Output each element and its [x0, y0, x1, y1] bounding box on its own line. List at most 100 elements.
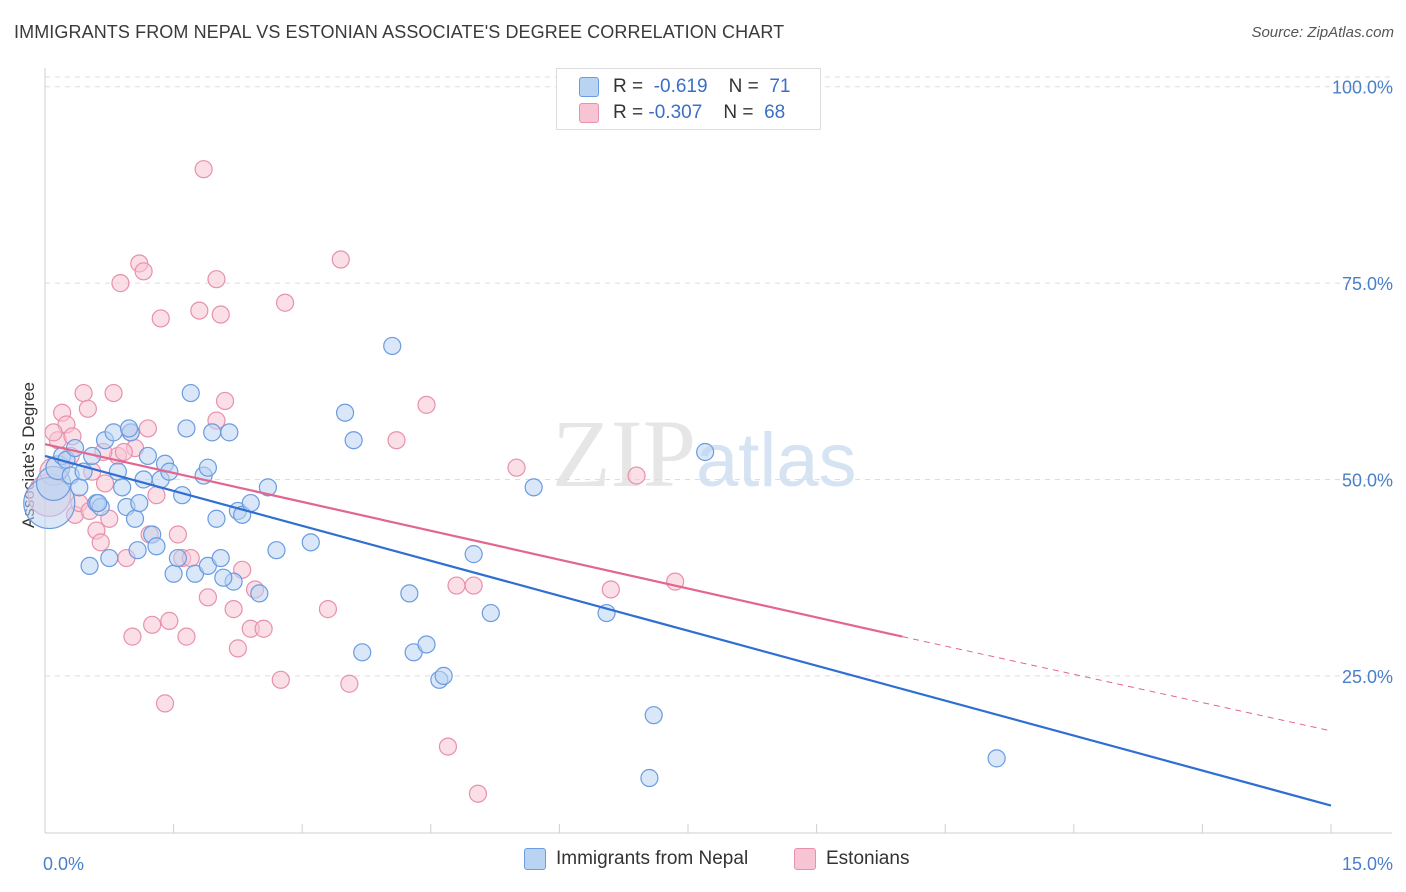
- data-point-nepal: [104, 423, 123, 442]
- legend-swatch-estonians: [794, 848, 816, 870]
- data-point-estonian: [387, 431, 406, 450]
- data-point-nepal: [65, 438, 85, 458]
- data-point-estonian: [143, 615, 162, 634]
- data-point-nepal: [400, 584, 419, 603]
- data-point-nepal: [250, 584, 269, 603]
- r-label: R =: [613, 102, 644, 123]
- data-point-nepal: [258, 478, 278, 497]
- data-point-nepal: [353, 643, 372, 662]
- data-point-estonian: [123, 627, 142, 646]
- data-point-estonian: [78, 399, 97, 418]
- data-point-estonian: [464, 576, 483, 595]
- legend-row-estonians: R = -0.307 N = 68: [579, 100, 785, 126]
- data-point-estonian: [627, 466, 646, 485]
- x-tick-label: 0.0%: [43, 854, 84, 874]
- chart-title: IMMIGRANTS FROM NEPAL VS ESTONIAN ASSOCI…: [14, 22, 785, 42]
- y-tick-label: 25.0%: [1342, 667, 1393, 687]
- data-point-nepal: [696, 442, 715, 462]
- r-label: R =: [613, 76, 644, 97]
- data-point-nepal: [100, 548, 119, 568]
- data-point-estonian: [198, 588, 217, 607]
- watermark: ZIPatlas: [552, 398, 857, 509]
- watermark-zip: ZIP: [552, 400, 696, 507]
- correlation-legend: R = -0.619 N = 71 R = -0.307 N = 68: [556, 68, 821, 130]
- n-value: 71: [769, 76, 791, 97]
- data-point-nepal: [220, 423, 239, 442]
- data-point-estonian: [177, 627, 196, 646]
- r-value: -0.307: [648, 102, 703, 123]
- data-point-nepal: [344, 431, 363, 450]
- trend-line-extension-estonian: [902, 636, 1332, 732]
- source-label: Source: ZipAtlas.com: [1251, 24, 1394, 41]
- data-point-estonian: [111, 274, 130, 293]
- data-point-nepal: [481, 603, 500, 623]
- data-point-estonian: [254, 619, 273, 638]
- data-point-nepal: [89, 493, 108, 513]
- data-point-estonian: [160, 611, 179, 630]
- r-value: -0.619: [653, 76, 708, 97]
- data-point-nepal: [177, 419, 196, 438]
- data-point-nepal: [130, 493, 149, 513]
- data-point-nepal: [119, 419, 139, 438]
- data-point-nepal: [80, 556, 99, 576]
- data-point-estonian: [215, 391, 235, 411]
- data-point-estonian: [601, 580, 620, 599]
- data-point-nepal: [417, 635, 436, 654]
- trend-line-nepal: [44, 454, 1332, 807]
- data-point-nepal: [241, 493, 260, 513]
- y-tick-label: 50.0%: [1342, 470, 1393, 490]
- data-point-nepal: [640, 768, 659, 788]
- data-point-estonian: [507, 458, 526, 477]
- legend-row-nepal: R = -0.619 N = 71: [579, 74, 790, 100]
- data-point-estonian: [228, 639, 247, 658]
- data-point-nepal: [138, 446, 157, 466]
- data-point-estonian: [95, 474, 115, 493]
- data-point-nepal: [987, 749, 1006, 768]
- data-point-nepal: [524, 478, 543, 497]
- data-point-nepal: [125, 509, 145, 528]
- data-point-estonian: [74, 383, 93, 403]
- data-point-nepal: [128, 541, 147, 560]
- data-point-nepal: [211, 548, 230, 568]
- n-value: 68: [764, 102, 786, 123]
- data-point-nepal: [301, 533, 320, 552]
- series-legend: Immigrants from Nepal Estonians: [0, 848, 1406, 880]
- data-point-estonian: [147, 486, 166, 505]
- data-point-estonian: [44, 423, 63, 442]
- data-point-estonian: [211, 305, 230, 324]
- legend-swatch-estonians: [579, 103, 599, 123]
- data-point-nepal: [644, 706, 663, 725]
- trend-line-estonian: [44, 443, 903, 638]
- legend-item-estonians[interactable]: Estonians: [794, 848, 909, 870]
- n-label: N =: [723, 102, 754, 123]
- data-point-estonian: [438, 737, 458, 756]
- data-point-estonian: [155, 694, 175, 713]
- data-point-estonian: [340, 674, 359, 693]
- legend-swatch-nepal: [524, 848, 546, 870]
- series-estonian: [27, 160, 685, 803]
- x-tick-label: 15.0%: [1342, 854, 1393, 874]
- data-point-estonian: [190, 301, 209, 320]
- data-point-nepal: [168, 548, 187, 568]
- data-point-estonian: [104, 383, 123, 403]
- data-point-estonian: [271, 670, 290, 689]
- data-point-estonian: [207, 270, 226, 289]
- data-point-estonian: [275, 293, 295, 312]
- data-point-nepal: [383, 336, 402, 356]
- data-point-estonian: [91, 533, 110, 552]
- legend-swatch-nepal: [579, 77, 599, 97]
- data-point-nepal: [267, 541, 286, 560]
- data-point-nepal: [147, 537, 166, 556]
- data-point-nepal: [335, 403, 355, 422]
- data-point-estonian: [194, 160, 213, 179]
- data-point-nepal: [207, 509, 226, 528]
- data-point-nepal: [181, 383, 200, 403]
- legend-item-nepal[interactable]: Immigrants from Nepal: [524, 848, 748, 870]
- data-point-estonian: [168, 525, 187, 544]
- data-point-estonian: [447, 576, 466, 595]
- data-point-nepal: [203, 423, 222, 442]
- data-point-estonian: [468, 784, 488, 803]
- series-nepal: [23, 336, 1006, 788]
- y-tick-label: 75.0%: [1342, 274, 1393, 294]
